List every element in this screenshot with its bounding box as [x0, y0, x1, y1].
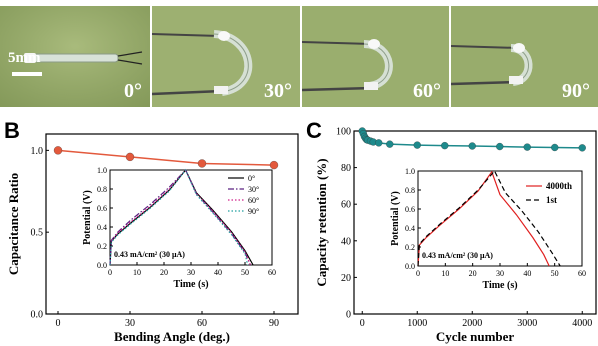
b-inset-xtick-label: 60 — [268, 268, 276, 277]
b-inset-ytick-label: 0.2 — [97, 242, 107, 251]
c-inset-xtick-label: 60 — [578, 269, 586, 278]
c-main-ytick-label: 40 — [341, 236, 351, 247]
c-inset-xtick-label: 20 — [469, 269, 477, 278]
b-inset-legend-label-1: 30° — [248, 185, 259, 194]
b-inset-xtick-label: 50 — [241, 268, 249, 277]
c-main-xlabel: Cycle number — [436, 329, 515, 344]
c-main-ytick-label: 100 — [336, 127, 351, 138]
c-inset-ytick-label: 1.0 — [405, 167, 415, 176]
b-inset-legend-label-3: 90° — [248, 207, 259, 216]
c-inset-ytick-label: 0.0 — [405, 262, 415, 271]
b-inset-legend-label-0: 0° — [248, 174, 255, 183]
c-main-point — [375, 139, 382, 146]
b-inset-ytick-label: 0.4 — [97, 223, 107, 232]
b-main-ylabel: Capacitance Ratio — [6, 173, 21, 275]
b-inset-ytick-label: 0.8 — [97, 185, 107, 194]
c-main-point — [551, 144, 558, 151]
c-main-point — [496, 143, 503, 150]
b-main-xtick-label: 30 — [125, 318, 135, 329]
c-main-xtick-label: 3000 — [517, 318, 537, 329]
c-inset-xtick-label: 30 — [496, 269, 504, 278]
c-main-ytick-label: 80 — [341, 163, 351, 174]
c-inset-ytick-label: 0.8 — [405, 186, 415, 195]
b-main-xlabel: Bending Angle (deg.) — [114, 329, 230, 344]
b-main-point — [54, 146, 62, 154]
c-main-point — [579, 144, 586, 151]
b-main-point — [270, 161, 278, 169]
c-inset-xtick-label: 40 — [523, 269, 531, 278]
c-main-xtick-label: 1000 — [407, 318, 427, 329]
c-inset-annotation: 0.43 mA/cm² (30 μA) — [422, 251, 493, 260]
c-inset-ytick-label: 0.2 — [405, 243, 415, 252]
b-main-point — [126, 153, 134, 161]
c-main-point — [524, 144, 531, 151]
b-inset-xtick-label: 10 — [133, 268, 141, 277]
c-main-xtick-label: 0 — [360, 318, 365, 329]
b-main-ytick-label: 0.5 — [31, 228, 44, 239]
c-inset-legend-label-1: 1st — [546, 195, 557, 205]
b-inset-annotation: 0.43 mA/cm² (30 μA) — [114, 250, 185, 259]
c-inset-ytick-label: 0.4 — [405, 224, 415, 233]
b-main-series-line — [58, 150, 274, 165]
b-inset-ytick-label: 0.0 — [97, 261, 107, 270]
b-main-ytick-label: 1.0 — [31, 146, 44, 157]
c-inset-legend-label-0: 4000th — [546, 181, 572, 191]
c-inset-xtick-label: 50 — [551, 269, 559, 278]
c-main-point — [386, 141, 393, 148]
b-inset-ylabel: Potential (V) — [82, 190, 93, 245]
c-main-ytick-label: 20 — [341, 273, 351, 284]
b-inset-ytick-label: 1.0 — [97, 166, 107, 175]
b-inset-xtick-label: 30 — [187, 268, 195, 277]
c-main-point — [441, 142, 448, 149]
b-inset-xtick-label: 0 — [108, 268, 112, 277]
chart-c-inset: 0 10 20 30 40 50 60 0.0 0.2 0.4 0.6 0.8 1.0 Time (s) P… — [390, 167, 586, 291]
b-inset-xlabel: Time (s) — [173, 279, 208, 290]
c-main-ytick-label: 0 — [346, 310, 351, 321]
b-main-xtick-label: 0 — [56, 318, 61, 329]
c-main-point — [414, 142, 421, 149]
c-inset-ylabel: Potential (V) — [390, 191, 401, 246]
b-main-xtick-label: 60 — [197, 318, 207, 329]
panel-c-letter: C — [306, 120, 322, 142]
panel-b-letter: B — [4, 120, 20, 142]
c-inset-xtick-label: 0 — [416, 269, 420, 278]
c-inset-xtick-label: 10 — [441, 269, 449, 278]
c-main-xtick-label: 2000 — [462, 318, 482, 329]
b-main-point — [198, 159, 206, 167]
c-main-ytick-label: 60 — [341, 200, 351, 211]
b-inset-ytick-label: 0.6 — [97, 204, 107, 213]
chart-b-inset: 0 10 20 30 40 50 60 0.0 0.2 0.4 0.6 0.8 1.0 Time (s) P… — [82, 166, 276, 290]
b-inset-legend-label-2: 60° — [248, 196, 259, 205]
c-inset-ytick-label: 0.6 — [405, 205, 415, 214]
b-inset-xtick-label: 20 — [160, 268, 168, 277]
c-inset-xlabel: Time (s) — [482, 280, 517, 291]
c-main-point — [469, 143, 476, 150]
c-main-ylabel: Capacity retention (%) — [314, 158, 329, 286]
b-main-ytick-label: 0.0 — [31, 310, 44, 321]
c-main-xtick-label: 4000 — [572, 318, 592, 329]
b-inset-xtick-label: 40 — [214, 268, 222, 277]
b-main-xtick-label: 90 — [269, 318, 279, 329]
